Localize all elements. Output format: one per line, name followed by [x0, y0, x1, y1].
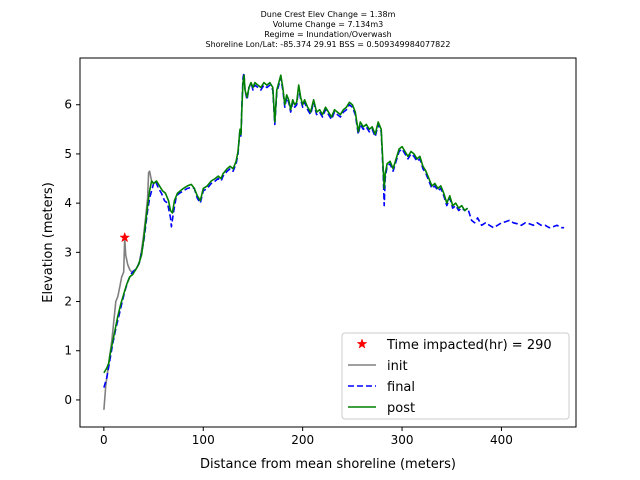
x-axis-label: Distance from mean shoreline (meters): [200, 457, 456, 472]
legend-box: [341, 332, 570, 420]
y-tick-label: 3: [64, 245, 72, 259]
y-axis-ticks: 0 1 2 3 4 5 6: [64, 98, 80, 407]
series-line-final: [103, 72, 565, 388]
title-line: Dune Crest Elev Change = 1.38m: [261, 10, 396, 19]
legend: Time impacted(hr) = 290 init final post: [341, 332, 570, 420]
y-tick-label: 2: [64, 295, 72, 309]
legend-label: Time impacted(hr) = 290: [386, 338, 552, 353]
legend-label: init: [387, 359, 408, 374]
legend-entry: final: [348, 380, 415, 395]
series-line-post: [103, 74, 469, 374]
x-tick-label: 100: [192, 433, 215, 447]
x-tick-label: 200: [291, 433, 314, 447]
x-tick-label: 0: [100, 433, 108, 447]
legend-star-icon: [356, 338, 368, 349]
x-tick-label: 400: [490, 433, 513, 447]
impact-marker: [119, 231, 131, 243]
y-tick-label: 6: [64, 98, 72, 112]
title-line: Volume Change = 7.134m3: [273, 20, 384, 29]
legend-entry: post: [348, 401, 415, 416]
legend-label: final: [387, 380, 415, 395]
plot-area: [79, 57, 577, 428]
legend-entry: init: [348, 359, 408, 374]
title-line: Regime = Inundation/Overwash: [264, 30, 391, 39]
y-tick-label: 5: [64, 147, 72, 161]
legend-entry: Time impacted(hr) = 290: [356, 338, 552, 353]
x-tick-label: 300: [391, 433, 414, 447]
markers: [119, 231, 131, 243]
y-tick-label: 1: [64, 344, 72, 358]
series-line-init: [103, 170, 155, 410]
legend-label: post: [387, 401, 415, 416]
x-axis-ticks: 0 100 200 300 400: [100, 427, 513, 447]
title-line: Shoreline Lon/Lat: -85.374 29.91 BSS = 0…: [206, 40, 451, 49]
y-tick-label: 0: [64, 393, 72, 407]
series-lines: [103, 72, 565, 410]
y-tick-label: 4: [64, 196, 72, 210]
y-axis-label: Elevation (meters): [41, 182, 56, 303]
